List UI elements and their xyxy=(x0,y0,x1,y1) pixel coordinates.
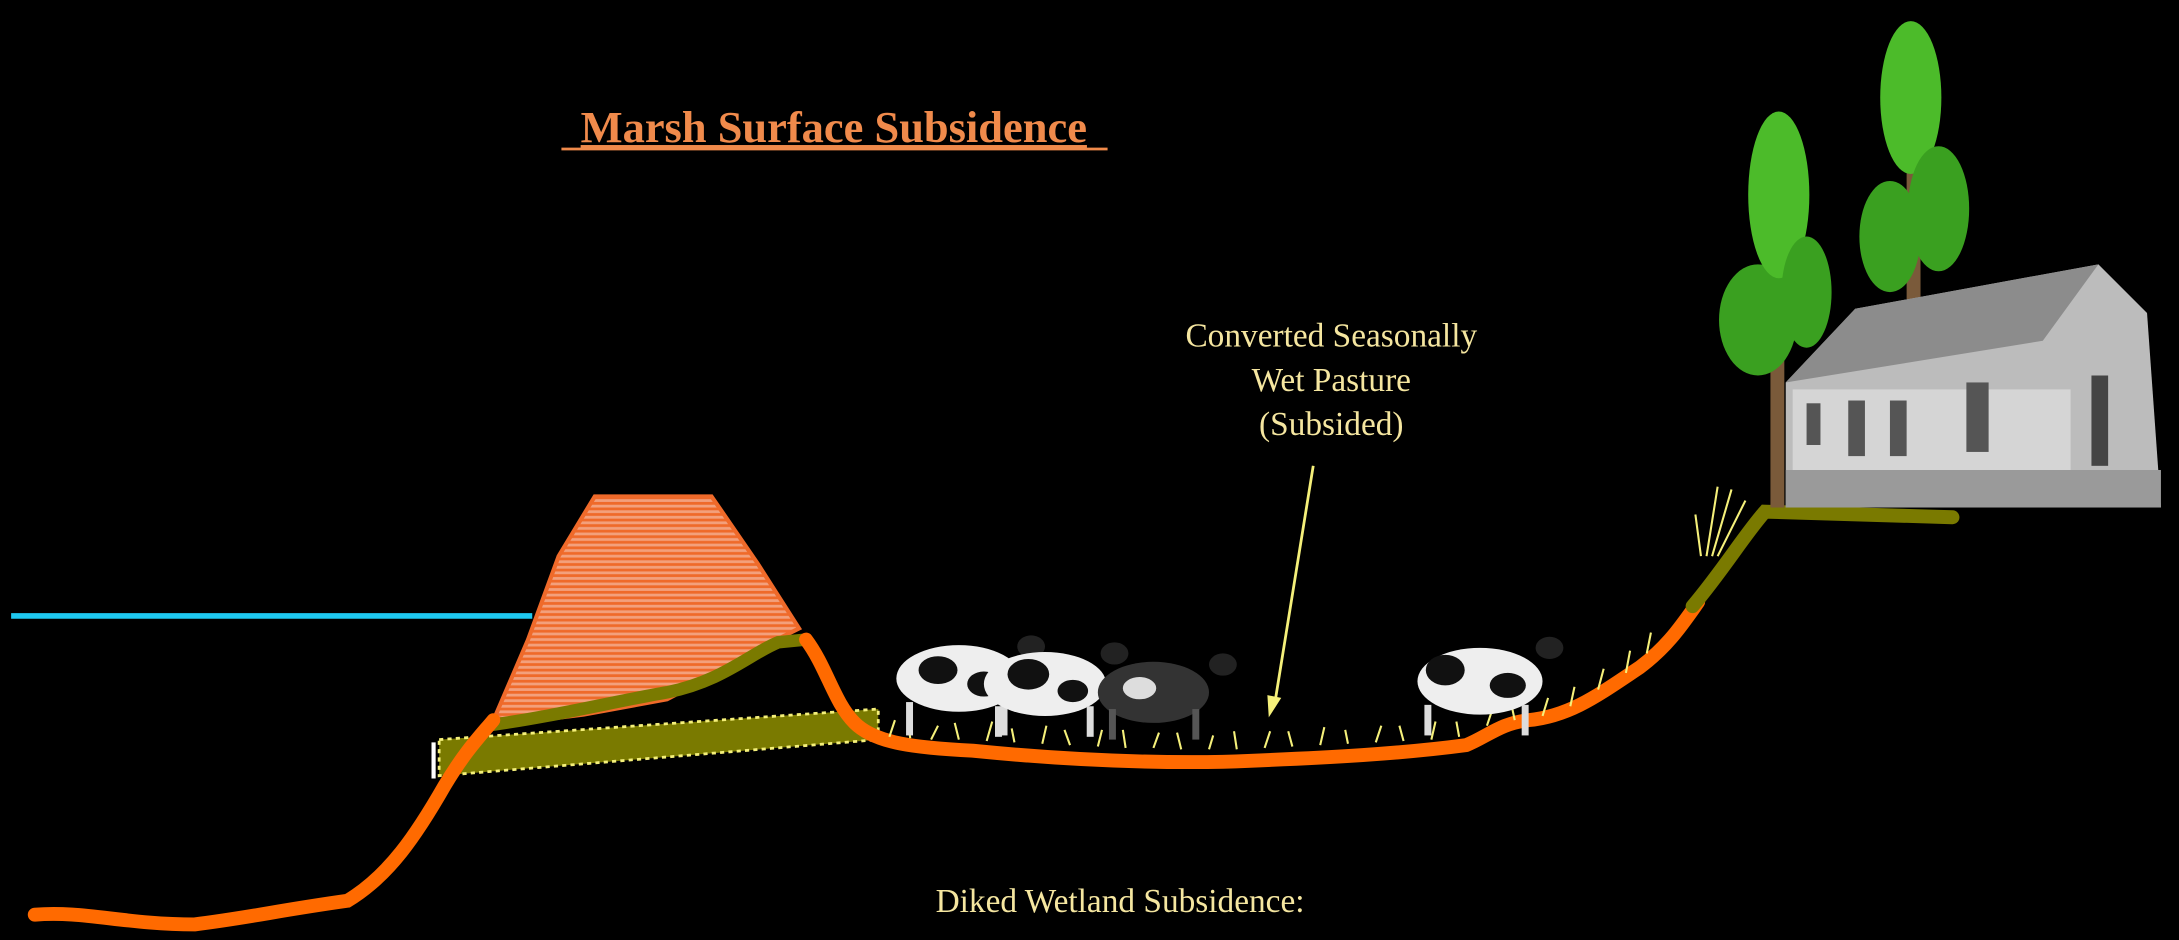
diagram: Marsh Surface Subsidence Converted Seaso… xyxy=(0,0,2179,940)
annotation-line: Converted Seasonally xyxy=(1185,317,1477,354)
annotation-line: (Subsided) xyxy=(1259,406,1403,443)
title: Marsh Surface Subsidence xyxy=(581,102,1087,152)
page: Marsh Surface Subsidence Converted Seaso… xyxy=(0,0,2179,940)
caption: Diked Wetland Subsidence: xyxy=(936,883,1305,920)
annotation-line: Wet Pasture xyxy=(1252,362,1411,399)
